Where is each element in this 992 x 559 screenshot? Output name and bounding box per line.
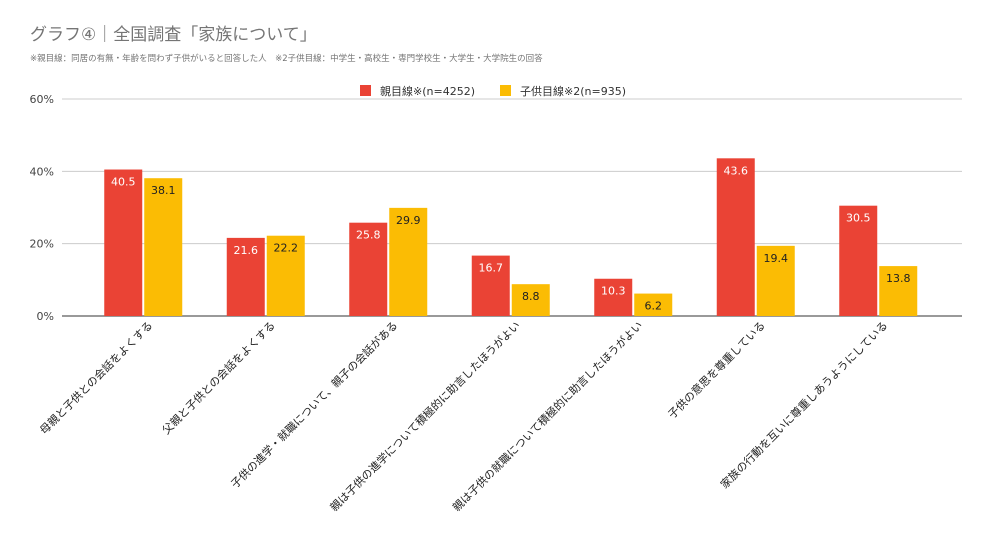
- y-tick-label: 40%: [30, 165, 54, 178]
- data-label: 40.5: [111, 176, 136, 189]
- bar-parent: [594, 278, 633, 316]
- legend-swatch: [360, 85, 371, 96]
- data-label: 21.6: [234, 244, 259, 257]
- bar-child: [756, 245, 795, 316]
- x-tick-label: 親は子供の就職について積極的に助言したほうがよい: [449, 318, 645, 514]
- data-label: 10.3: [601, 285, 626, 298]
- y-tick-label: 20%: [30, 238, 54, 251]
- x-tick-label: 子供の意思を尊重している: [665, 318, 768, 421]
- data-label: 22.2: [274, 242, 299, 255]
- x-tick-label: 母親と子供との会話をよくする: [37, 318, 156, 437]
- legend-swatch: [500, 85, 511, 96]
- data-label: 29.9: [396, 214, 421, 227]
- data-label: 16.7: [479, 262, 504, 275]
- bar-parent: [471, 255, 510, 316]
- y-tick-label: 0%: [37, 310, 54, 323]
- bar-child: [266, 235, 305, 316]
- bar-parent: [716, 158, 755, 316]
- y-tick-label: 60%: [30, 93, 54, 106]
- bar-parent: [839, 205, 878, 316]
- bar-parent: [104, 169, 143, 316]
- x-tick-label: 父親と子供との会話をよくする: [159, 318, 278, 437]
- bar-child: [511, 284, 550, 316]
- data-label: 8.8: [522, 290, 540, 303]
- bar-parent: [226, 237, 265, 316]
- bar-child: [634, 293, 673, 316]
- bar-child: [879, 266, 918, 316]
- data-label: 38.1: [151, 184, 176, 197]
- data-label: 25.8: [356, 229, 381, 242]
- x-tick-label: 親は子供の進学について積極的に助言したほうがよい: [327, 318, 523, 514]
- data-label: 13.8: [886, 272, 911, 285]
- bar-parent: [349, 222, 388, 316]
- chart-subtitle: ※親目線：同居の有無・年齢を問わず子供がいると回答した人 ※2子供目線：中学生・…: [30, 54, 543, 64]
- data-label: 30.5: [846, 212, 871, 225]
- chart-title: グラフ④｜全国調査「家族について」: [30, 25, 317, 45]
- data-label: 6.2: [645, 300, 663, 313]
- bar-child: [144, 178, 183, 316]
- legend-label: 親目線※(n=4252): [380, 84, 475, 98]
- data-label: 19.4: [764, 252, 789, 265]
- bar-child: [389, 207, 428, 316]
- data-label: 43.6: [724, 164, 749, 177]
- legend-label: 子供目線※2(n=935): [520, 84, 626, 98]
